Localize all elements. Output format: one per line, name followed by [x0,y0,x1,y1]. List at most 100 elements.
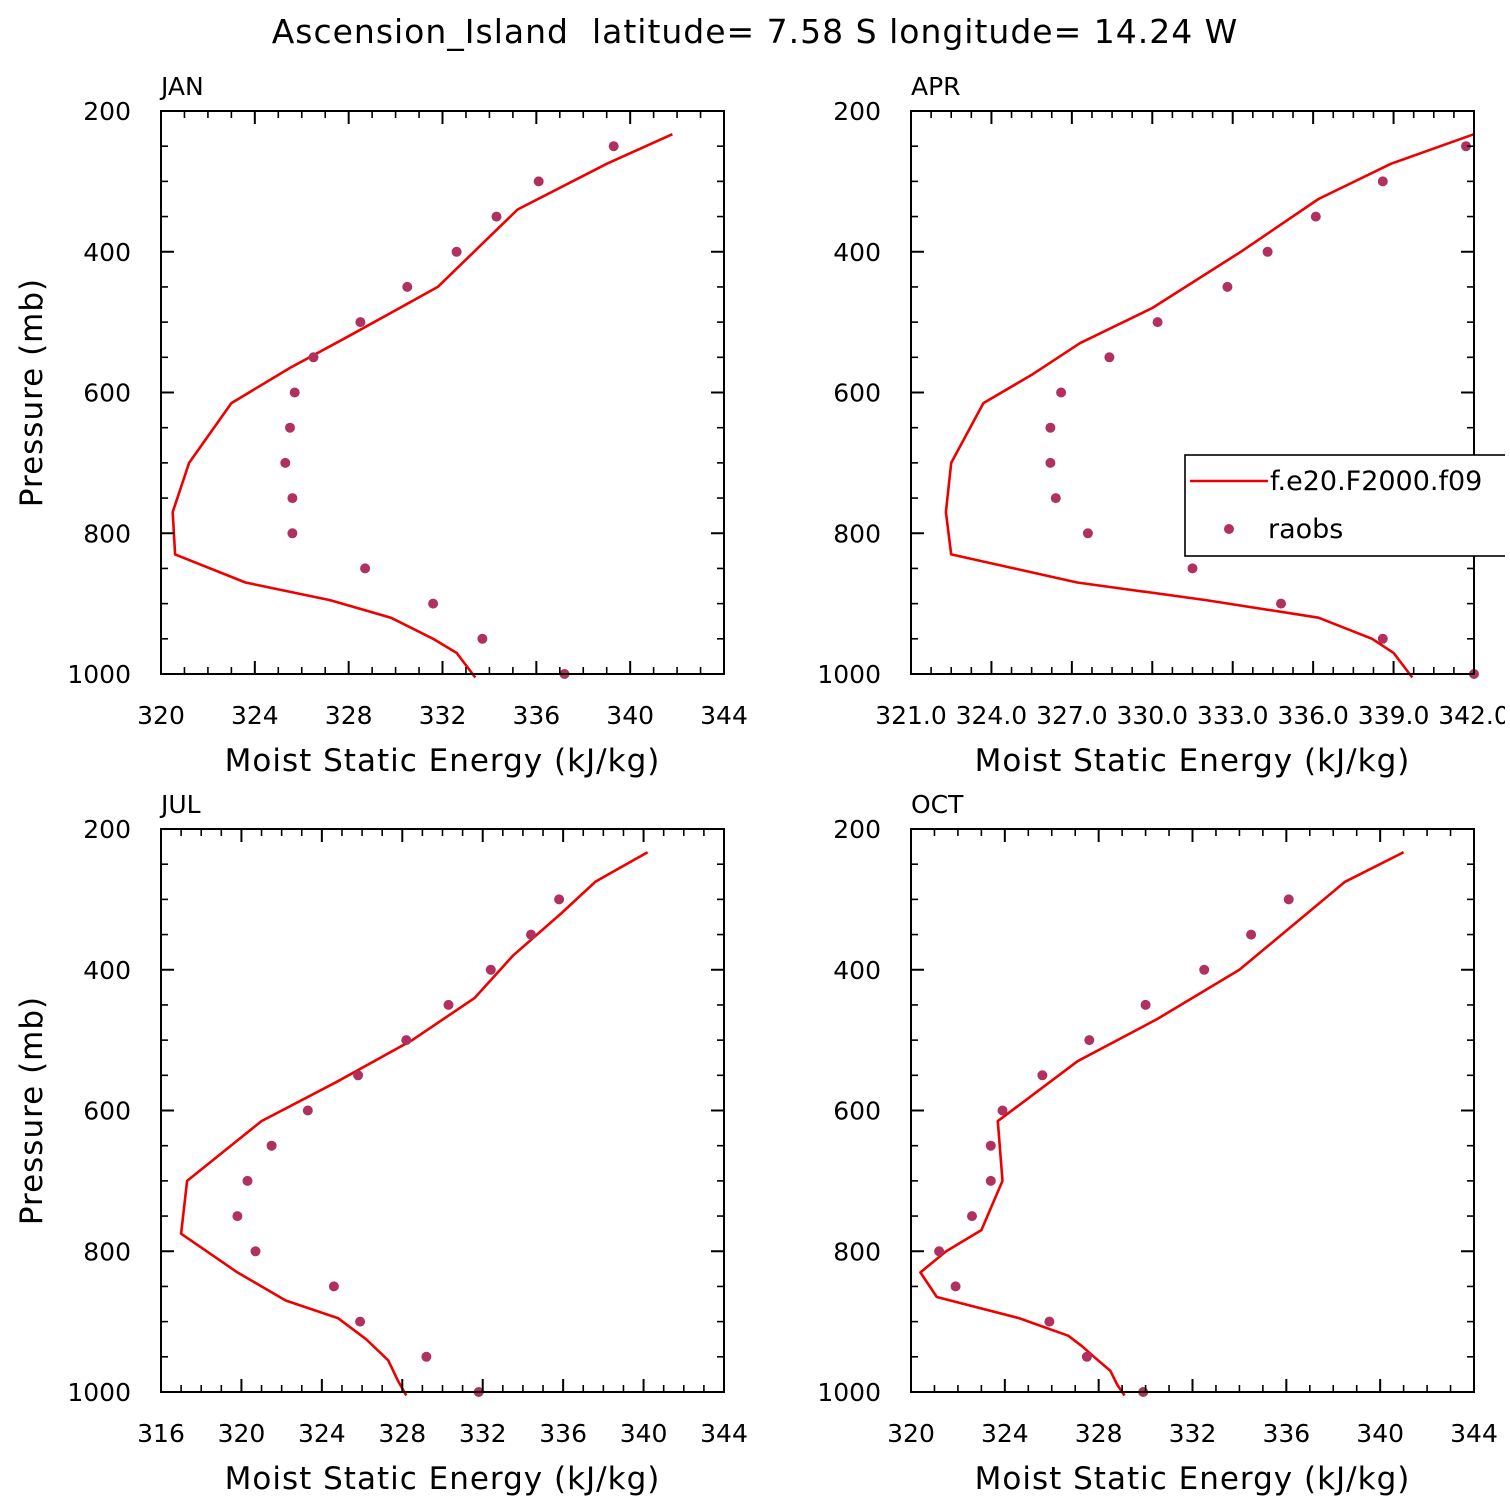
x-tick-label: 336.0 [1277,701,1349,730]
x-tick-label: 316 [137,1419,185,1448]
raobs-point [302,1105,313,1116]
raobs-point [285,422,295,433]
x-axis-label: Moist Static Energy (kJ/kg) [225,743,661,779]
y-tick-label: 400 [83,956,131,985]
x-tick-label: 340 [606,701,654,730]
model-line [944,132,1475,679]
panel-label: OCT [911,790,964,819]
x-tick-label: 344 [1450,1419,1498,1448]
chart-panel-apr: APR 321.0 324.0 327.0 330.0 333.0 336.0 339.0 34… [817,72,1510,779]
legend-label-model: f.e20.F2000.f09 [1270,466,1482,497]
raobs-point [1461,141,1471,152]
x-tick-label: 321.0 [875,701,947,730]
raobs-point [526,929,536,940]
raobs-point [308,352,319,363]
raobs-point [1084,1035,1095,1046]
x-tick-label: 324.0 [956,701,1028,730]
plot-frame [160,828,725,1393]
y-tick-label: 600 [83,1097,131,1126]
raobs-point [997,1105,1008,1116]
raobs-point [401,1035,412,1046]
x-tick-label: 332 [419,701,467,730]
y-tick-label: 600 [833,379,881,408]
raobs-point [934,1246,945,1257]
x-tick-label: 336 [512,701,560,730]
y-tick-label: 1000 [67,1378,131,1407]
x-tick-label: 344 [700,701,748,730]
model-line [171,133,673,679]
raobs-point [1050,493,1061,504]
raobs-point [1045,422,1056,433]
plot-frame [910,110,1475,675]
raobs-point [287,493,298,504]
x-tick-label: 328 [1075,1419,1123,1448]
y-tick-label: 800 [83,519,131,548]
y-tick-label: 400 [83,238,131,267]
x-tick-label: 340 [620,1419,668,1448]
raobs-point [289,387,300,398]
y-tick-label: 200 [83,97,131,126]
x-tick-label: 344 [700,1419,748,1448]
y-axis-label: Pressure (mb) [14,278,50,507]
x-tick-label: 330.0 [1116,701,1188,730]
raobs-point [1262,246,1273,257]
raobs-point [485,964,496,975]
y-tick-label: 200 [833,97,881,126]
y-tick-label: 1000 [817,1378,881,1407]
x-tick-label: 342.0 [1438,701,1510,730]
panel-label: JAN [159,72,204,101]
raobs-point [533,176,544,187]
legend: f.e20.F2000.f09 raobs [1184,454,1505,557]
x-tick-label: 332 [459,1419,507,1448]
y-tick-label: 800 [833,1237,881,1266]
raobs-point [1104,352,1115,363]
raobs-point [421,1351,432,1362]
y-tick-label: 400 [833,956,881,985]
x-tick-label: 333.0 [1197,701,1269,730]
x-tick-label: 324 [298,1419,346,1448]
raobs-point [950,1281,961,1292]
raobs-point [1140,999,1151,1010]
plot-frame [160,110,725,675]
raobs-point [353,1070,364,1081]
raobs-point [266,1140,277,1151]
x-tick-label: 320 [137,701,185,730]
raobs-point [985,1140,996,1151]
y-tick-label: 800 [833,519,881,548]
y-axis-label: Pressure (mb) [14,996,50,1225]
raobs-point [477,633,488,644]
raobs-point [1056,387,1067,398]
raobs-point [608,141,619,152]
raobs-point [443,999,454,1010]
raobs-point [1037,1070,1048,1081]
raobs-point [1377,633,1388,644]
raobs-point [554,894,565,905]
x-tick-label: 324 [231,701,279,730]
y-tick-label: 200 [83,815,131,844]
y-tick-label: 800 [83,1237,131,1266]
raobs-point [491,211,502,222]
raobs-point [355,317,366,328]
x-tick-label: 320 [218,1419,266,1448]
raobs-point [250,1246,261,1257]
x-tick-label: 328 [378,1419,426,1448]
legend-label-raobs: raobs [1268,514,1343,545]
y-tick-label: 200 [833,815,881,844]
x-tick-label: 336 [1262,1419,1310,1448]
legend-point-swatch [1224,524,1234,534]
panel-label: JUL [159,790,201,819]
raobs-point [1283,894,1294,905]
x-tick-label: 320 [887,1419,935,1448]
panel-label: APR [911,72,961,101]
y-tick-label: 600 [833,1097,881,1126]
chart-panel-jul: JUL 316 320 324 328 332 336 340 344 200 400 600 800 1… [14,790,748,1497]
raobs-point [967,1211,977,1222]
x-axis-label: Moist Static Energy (kJ/kg) [225,1461,661,1497]
raobs-point [1081,1351,1092,1362]
page-title: Ascension_Island latitude= 7.58 S longit… [271,12,1239,51]
raobs-point [451,246,462,257]
raobs-point [232,1211,243,1222]
y-tick-label: 1000 [67,660,131,689]
raobs-point [1276,598,1286,609]
